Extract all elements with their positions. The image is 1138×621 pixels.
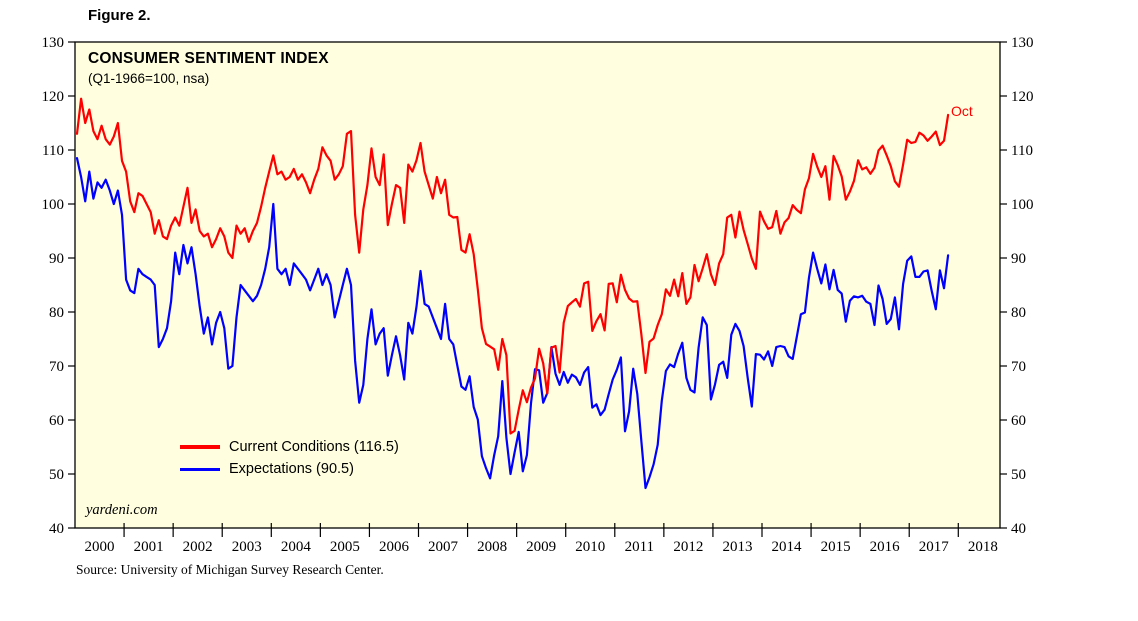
- y-axis-label-right: 120: [1011, 89, 1034, 105]
- expectations-line-swatch: [180, 467, 220, 471]
- source-note: Source: University of Michigan Survey Re…: [76, 562, 384, 577]
- y-axis-label-left: 120: [42, 89, 65, 105]
- y-axis-label-left: 80: [49, 305, 64, 321]
- x-axis-label: 2011: [625, 539, 654, 555]
- x-axis-label: 2000: [85, 539, 115, 555]
- y-axis-label-left: 130: [42, 35, 65, 51]
- chart-title: CONSUMER SENTIMENT INDEX: [88, 50, 329, 67]
- legend-label-expectations: Expectations (90.5): [229, 461, 354, 477]
- y-axis-label-left: 70: [49, 359, 64, 375]
- legend-item-current-conditions: Current Conditions (116.5): [180, 436, 399, 458]
- x-axis-label: 2017: [919, 539, 950, 555]
- x-axis-label: 2008: [477, 539, 507, 555]
- y-axis-label-left: 40: [49, 521, 64, 537]
- y-axis-label-right: 130: [1011, 35, 1034, 51]
- plot-background: [74, 41, 1001, 529]
- x-axis-label: 2014: [772, 539, 803, 555]
- y-axis-label-left: 60: [49, 413, 64, 429]
- x-axis-label: 2004: [281, 539, 312, 555]
- y-axis-label-left: 100: [42, 197, 65, 213]
- x-axis-label: 2007: [428, 539, 459, 555]
- expectations-line: [75, 157, 950, 490]
- x-axis-label: 2005: [330, 539, 360, 555]
- legend-label-current-conditions: Current Conditions (116.5): [229, 439, 399, 455]
- x-axis-label: 2009: [526, 539, 556, 555]
- x-axis-label: 2016: [870, 539, 901, 555]
- y-axis-label-right: 100: [1011, 197, 1034, 213]
- current-conditions-line: [75, 97, 950, 435]
- y-axis-label-right: 110: [1011, 143, 1033, 159]
- y-axis-label-right: 90: [1011, 251, 1026, 267]
- x-axis-label: 2018: [968, 539, 998, 555]
- y-axis-label-left: 110: [42, 143, 64, 159]
- legend-item-expectations: Expectations (90.5): [180, 458, 399, 480]
- y-axis-label-right: 40: [1011, 521, 1026, 537]
- chart-subtitle: (Q1-1966=100, nsa): [88, 71, 210, 86]
- x-axis-label: 2006: [379, 539, 410, 555]
- y-axis-label-right: 60: [1011, 413, 1026, 429]
- x-axis-label: 2010: [575, 539, 605, 555]
- x-axis-label: 2013: [722, 539, 752, 555]
- x-axis-label: 2012: [673, 539, 703, 555]
- y-axis-label-left: 50: [49, 467, 64, 483]
- x-axis-label: 2001: [134, 539, 164, 555]
- y-axis-label-right: 70: [1011, 359, 1026, 375]
- figure-label: Figure 2.: [88, 7, 151, 24]
- x-axis-label: 2002: [183, 539, 213, 555]
- y-axis-label-right: 80: [1011, 305, 1026, 321]
- y-axis-label-right: 50: [1011, 467, 1026, 483]
- yardeni-watermark: yardeni.com: [86, 502, 158, 518]
- x-axis-label: 2015: [821, 539, 851, 555]
- y-axis-label-left: 90: [49, 251, 64, 267]
- x-axis-label: 2003: [232, 539, 262, 555]
- legend: Current Conditions (116.5) Expectations …: [180, 436, 399, 480]
- latest-point-annotation: Oct: [951, 103, 973, 119]
- current-conditions-line-swatch: [180, 445, 220, 449]
